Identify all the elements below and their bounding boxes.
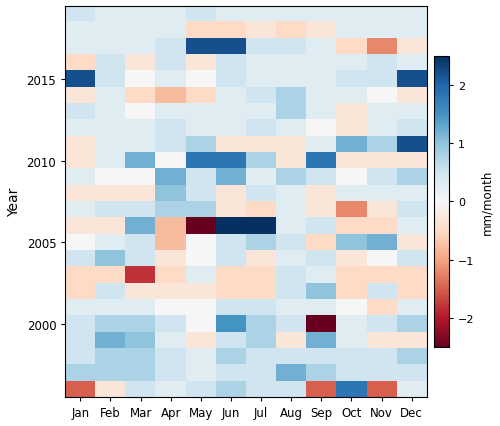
Y-axis label: mm/month: mm/month (480, 170, 493, 235)
Y-axis label: Year: Year (7, 187, 21, 217)
